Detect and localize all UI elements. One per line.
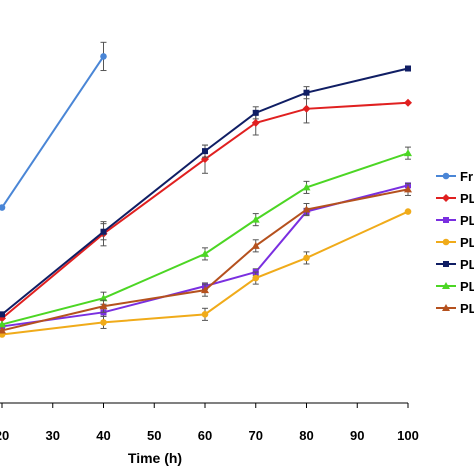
data-point bbox=[251, 215, 260, 223]
legend-marker bbox=[442, 238, 450, 246]
legend-label: PL bbox=[460, 213, 474, 228]
series-6 bbox=[0, 146, 412, 328]
series-line bbox=[1, 101, 409, 320]
data-point bbox=[0, 204, 6, 211]
series-5 bbox=[0, 65, 411, 318]
series-7 bbox=[0, 182, 412, 334]
data-point bbox=[100, 53, 107, 60]
data-point bbox=[100, 319, 107, 326]
data-point bbox=[201, 311, 209, 318]
legend-item: PL bbox=[436, 235, 474, 250]
data-point bbox=[0, 320, 6, 328]
legend-marker bbox=[442, 172, 450, 180]
x-tick-label: 30 bbox=[46, 428, 60, 443]
legend-marker bbox=[443, 261, 449, 267]
data-point bbox=[251, 241, 260, 249]
x-axis-title: Time (h) bbox=[128, 450, 182, 466]
data-point bbox=[201, 249, 209, 257]
x-tick-label: 90 bbox=[350, 428, 364, 443]
x-ticks: 20 30 40 50 60 70 80 90 100 bbox=[0, 403, 419, 443]
legend-label: PL bbox=[460, 301, 474, 316]
data-point bbox=[201, 286, 209, 294]
legend-marker bbox=[443, 217, 449, 223]
data-point bbox=[252, 274, 260, 282]
series-line bbox=[1, 152, 409, 326]
data-point bbox=[404, 98, 412, 107]
data-point bbox=[404, 208, 412, 215]
x-tick-label: 20 bbox=[0, 428, 9, 443]
data-point bbox=[100, 228, 107, 235]
data-point bbox=[303, 89, 310, 96]
legend-item: PL bbox=[436, 301, 474, 316]
series-line bbox=[1, 188, 409, 332]
x-tick-label: 40 bbox=[96, 428, 110, 443]
series-layer bbox=[0, 41, 412, 338]
series-1 bbox=[0, 41, 107, 211]
series-line bbox=[1, 55, 105, 209]
data-point bbox=[302, 183, 311, 191]
data-point bbox=[404, 149, 412, 157]
x-tick-label: 60 bbox=[198, 428, 212, 443]
data-point bbox=[0, 311, 5, 318]
x-tick-label: 80 bbox=[299, 428, 313, 443]
legend-label: PL bbox=[460, 235, 474, 250]
legend: Fr PL PL PL PL PL PL bbox=[436, 169, 474, 316]
data-point bbox=[302, 205, 311, 213]
legend-label: Fr bbox=[460, 169, 473, 184]
legend-marker bbox=[442, 304, 450, 311]
data-point bbox=[251, 118, 260, 127]
data-point bbox=[0, 326, 6, 334]
legend-item: Fr bbox=[436, 169, 473, 184]
series-line bbox=[1, 210, 409, 336]
data-point bbox=[302, 104, 311, 113]
legend-label: PL bbox=[460, 191, 474, 206]
legend-marker bbox=[442, 282, 450, 289]
data-point bbox=[405, 65, 411, 72]
legend-item: PL bbox=[436, 191, 474, 206]
legend-item: PL bbox=[436, 279, 474, 294]
data-point bbox=[99, 294, 108, 302]
x-tick-label: 70 bbox=[249, 428, 263, 443]
legend-item: PL bbox=[436, 213, 474, 228]
legend-item: PL bbox=[436, 257, 474, 272]
legend-marker bbox=[442, 194, 450, 202]
data-point bbox=[303, 254, 310, 262]
x-tick-label: 50 bbox=[147, 428, 161, 443]
series-line bbox=[1, 67, 409, 316]
legend-label: PL bbox=[460, 257, 474, 272]
data-point bbox=[252, 109, 259, 116]
data-point bbox=[404, 185, 412, 193]
data-point bbox=[99, 302, 108, 310]
data-point bbox=[202, 148, 208, 155]
x-tick-label: 100 bbox=[397, 428, 419, 443]
legend-label: PL bbox=[460, 279, 474, 294]
